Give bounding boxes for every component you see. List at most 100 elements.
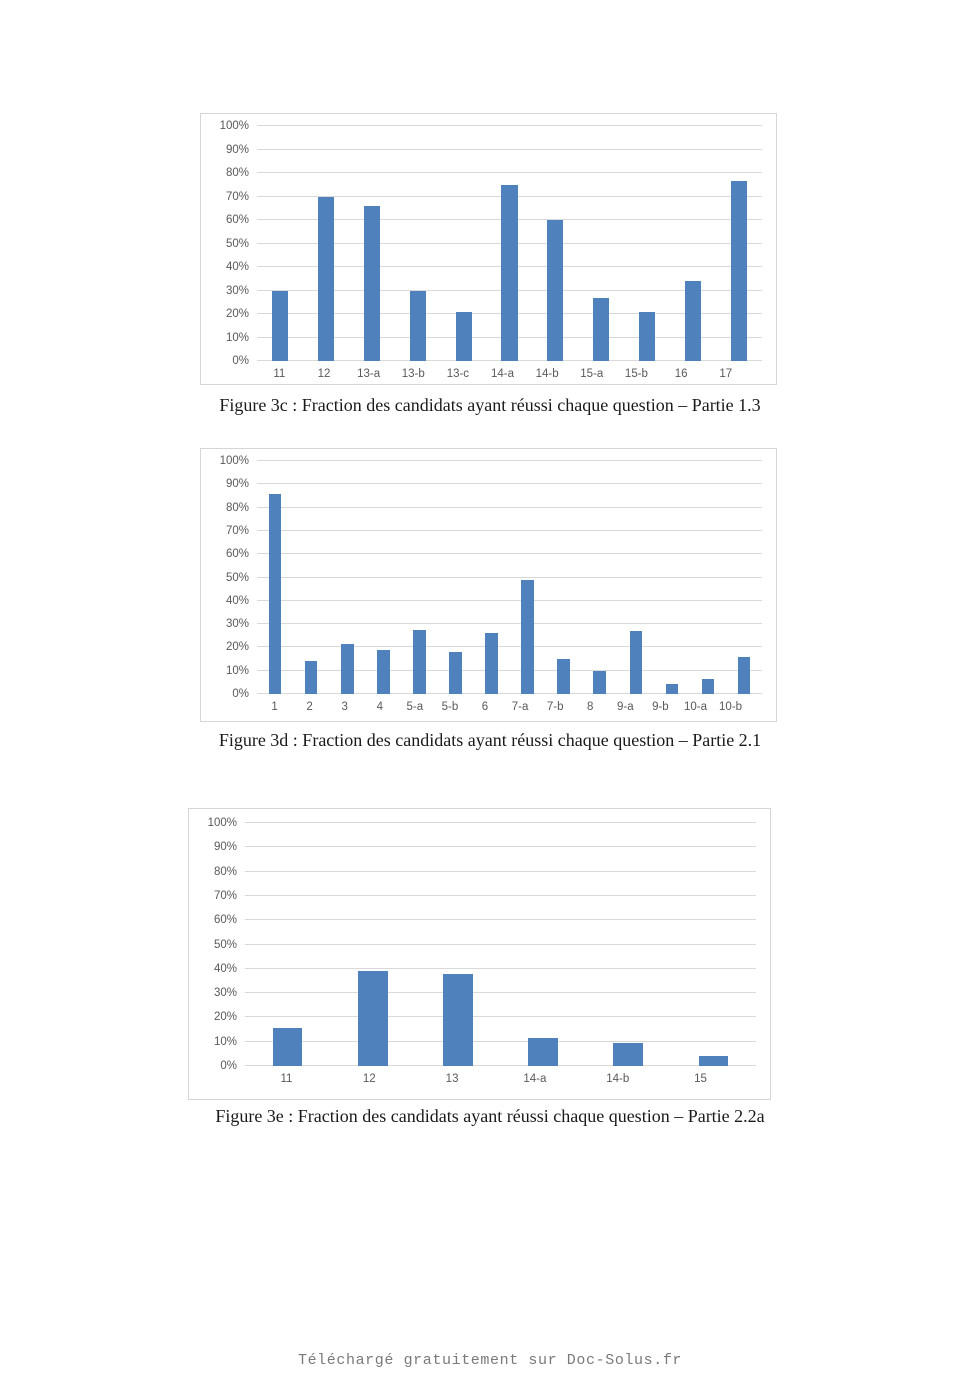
bar-slot [349,126,395,361]
y-axis-tick-label: 100% [219,455,249,467]
bar-11 [271,290,288,361]
y-axis-tick-label: 30% [213,987,237,1000]
bar-chart-partie-2-2a: 0% 10% 20% 30% 40% 50% 60% 70% 80% 90% 100% 11 12 13 1… [188,808,771,1100]
bar-slot [716,126,762,361]
bar-13-a [363,205,380,361]
bar-16 [685,281,702,361]
bar-4 [376,649,390,694]
x-axis-tick-label: 14-b [606,1073,630,1085]
x-axis-tick-label: 15-b [624,368,648,380]
x-axis-tick-label: 9-a [617,701,634,713]
y-axis-tick-label: 50% [213,938,237,951]
y-axis-tick-label: 20% [213,1011,237,1024]
gridline [245,822,756,823]
x-axis-tick-label: 7-a [511,701,529,713]
gridline [257,599,762,601]
gridline [257,623,762,625]
x-axis-tick-label: 10-b [719,701,743,713]
x-axis-tick-label: 8 [587,701,594,713]
x-axis-tick-label: 5-a [406,701,424,713]
bar-6 [485,633,498,694]
y-axis-tick-label: 40% [225,594,249,607]
plot-area [245,822,756,1066]
bar-8 [593,670,607,694]
gridline [245,967,756,969]
bar-13-b [409,290,426,361]
bar-slot [726,461,762,694]
y-axis-tick-label: 100% [219,120,249,132]
gridline [245,919,756,921]
gridline [245,1016,756,1018]
gridline [245,894,756,896]
bar-14-b [613,1042,644,1066]
x-axis-tick-label: 13-a [357,368,381,380]
bar-10-b [737,656,751,694]
x-axis-tick-label: 11 [273,368,286,380]
bar-slot [330,823,415,1066]
x-axis-tick-label: 5-b [441,701,459,713]
bar-14-a [528,1038,558,1066]
bar-slot [437,461,473,694]
x-axis-tick-label: 10-a [683,701,707,713]
y-axis-tick-label: 80% [225,167,249,179]
bar-slot [618,461,654,694]
x-axis-tick-label: 3 [341,701,348,713]
footer-watermark: Téléchargé gratuitement sur Doc-Solus.fr [297,1352,683,1369]
y-axis-tick-label: 80% [213,865,237,878]
y-axis-tick-label: 70% [225,190,249,203]
y-axis: 0% 10% 20% 30% 40% 50% 60% 70% 80% 90% 100% [209,120,249,367]
bar-slot [546,461,582,694]
bar-slot [582,461,618,694]
gridline [245,1040,756,1042]
y-axis-tick-label: 90% [213,841,237,854]
bar-slot [303,126,349,361]
x-axis: 11 12 13-a 13-b 13-c 14-a 14-b 15-a 15-b 16 17 [257,361,748,380]
x-axis: 1 2 3 4 5-a 5-b 6 7-a 7-b 8 9-a 9-b 10-a 10-b [257,694,748,713]
y-axis-tick-label: 60% [213,914,237,927]
y-axis-tick-label: 90% [225,143,249,156]
bar-15-a [593,297,610,361]
x-axis-tick-label: 2 [306,701,313,713]
y-axis-tick-label: 50% [225,571,249,584]
gridline [257,693,762,694]
gridline [257,148,762,150]
x-axis: 11 12 13 14-a 14-b 15 [245,1066,742,1085]
bar-7-b [557,659,570,694]
x-axis-tick-label: 9-b [652,701,669,713]
gridline [257,646,762,648]
bar-slot [654,461,690,694]
bar-slot [257,126,303,361]
x-axis-tick-label: 12 [317,368,331,380]
x-axis-tick-label: 1 [271,701,278,713]
bar-5-b [449,652,462,694]
bar-slot [401,461,437,694]
bar-slot [415,823,500,1066]
y-axis-tick-label: 60% [225,214,249,226]
figure-3d-caption: Figure 3d : Fraction des candidats ayant… [218,730,762,750]
bar-slot [532,126,578,361]
bar-13-c [455,311,472,361]
bar-2 [304,661,318,694]
y-axis-tick-label: 20% [225,641,249,654]
bar-slot [293,461,329,694]
bar-slot [624,126,670,361]
bar-11 [272,1028,303,1066]
bar-slot [441,126,487,361]
x-axis-tick-label: 13-b [401,368,425,380]
gridline [245,846,756,848]
bar-3 [340,643,354,694]
x-axis-tick-label: 15 [694,1073,707,1085]
bar-12 [357,971,388,1066]
bar-15-b [639,311,656,361]
figure-3c-caption: Figure 3c : Fraction des candidats ayant… [219,395,761,415]
y-axis-tick-label: 0% [232,688,249,700]
y-axis-tick-label: 80% [225,501,249,514]
y-axis-tick-label: 50% [225,237,249,250]
gridline [245,943,756,945]
bar-slot [501,823,586,1066]
x-axis-tick-label: 16 [674,368,688,380]
bar-14-a [501,184,518,361]
bar-slot [329,461,365,694]
plot-area [257,460,762,694]
bar-7-a [521,579,534,694]
